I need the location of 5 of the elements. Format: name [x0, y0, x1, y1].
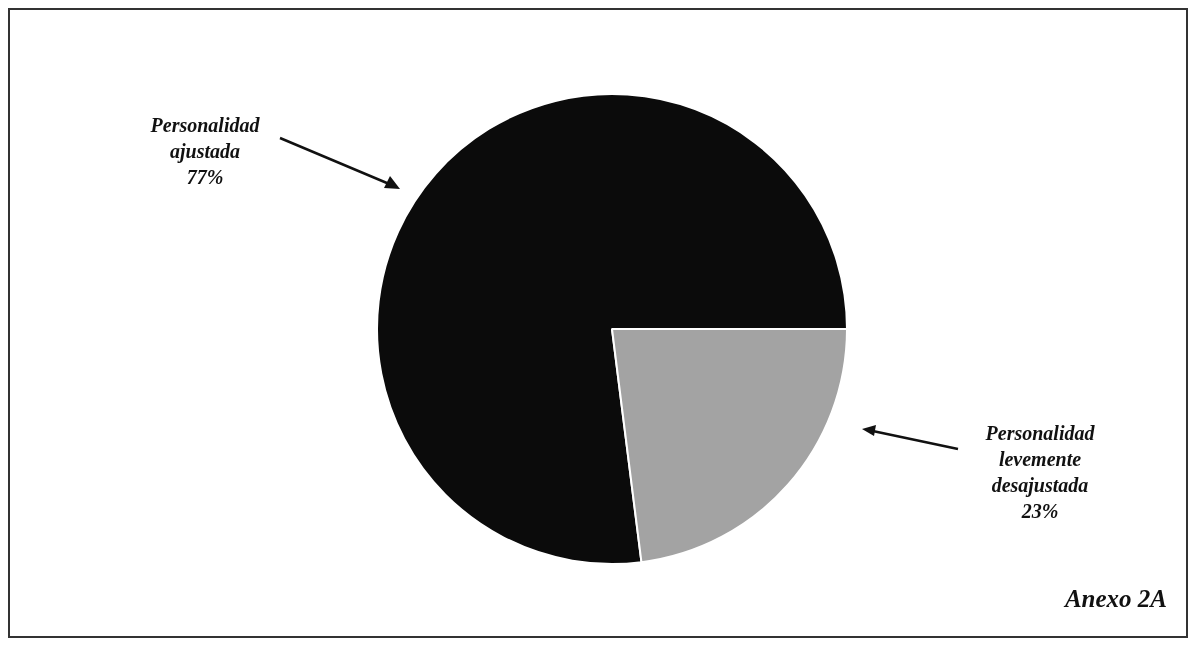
- data-label: 77%: [186, 166, 224, 188]
- slice-label: Personalidad levemente desajustada: [985, 422, 1095, 496]
- text: Anexo 2A: [1064, 585, 1167, 613]
- data-label: 23%: [1021, 500, 1059, 522]
- slice-label: Personalidad ajustada: [150, 114, 260, 162]
